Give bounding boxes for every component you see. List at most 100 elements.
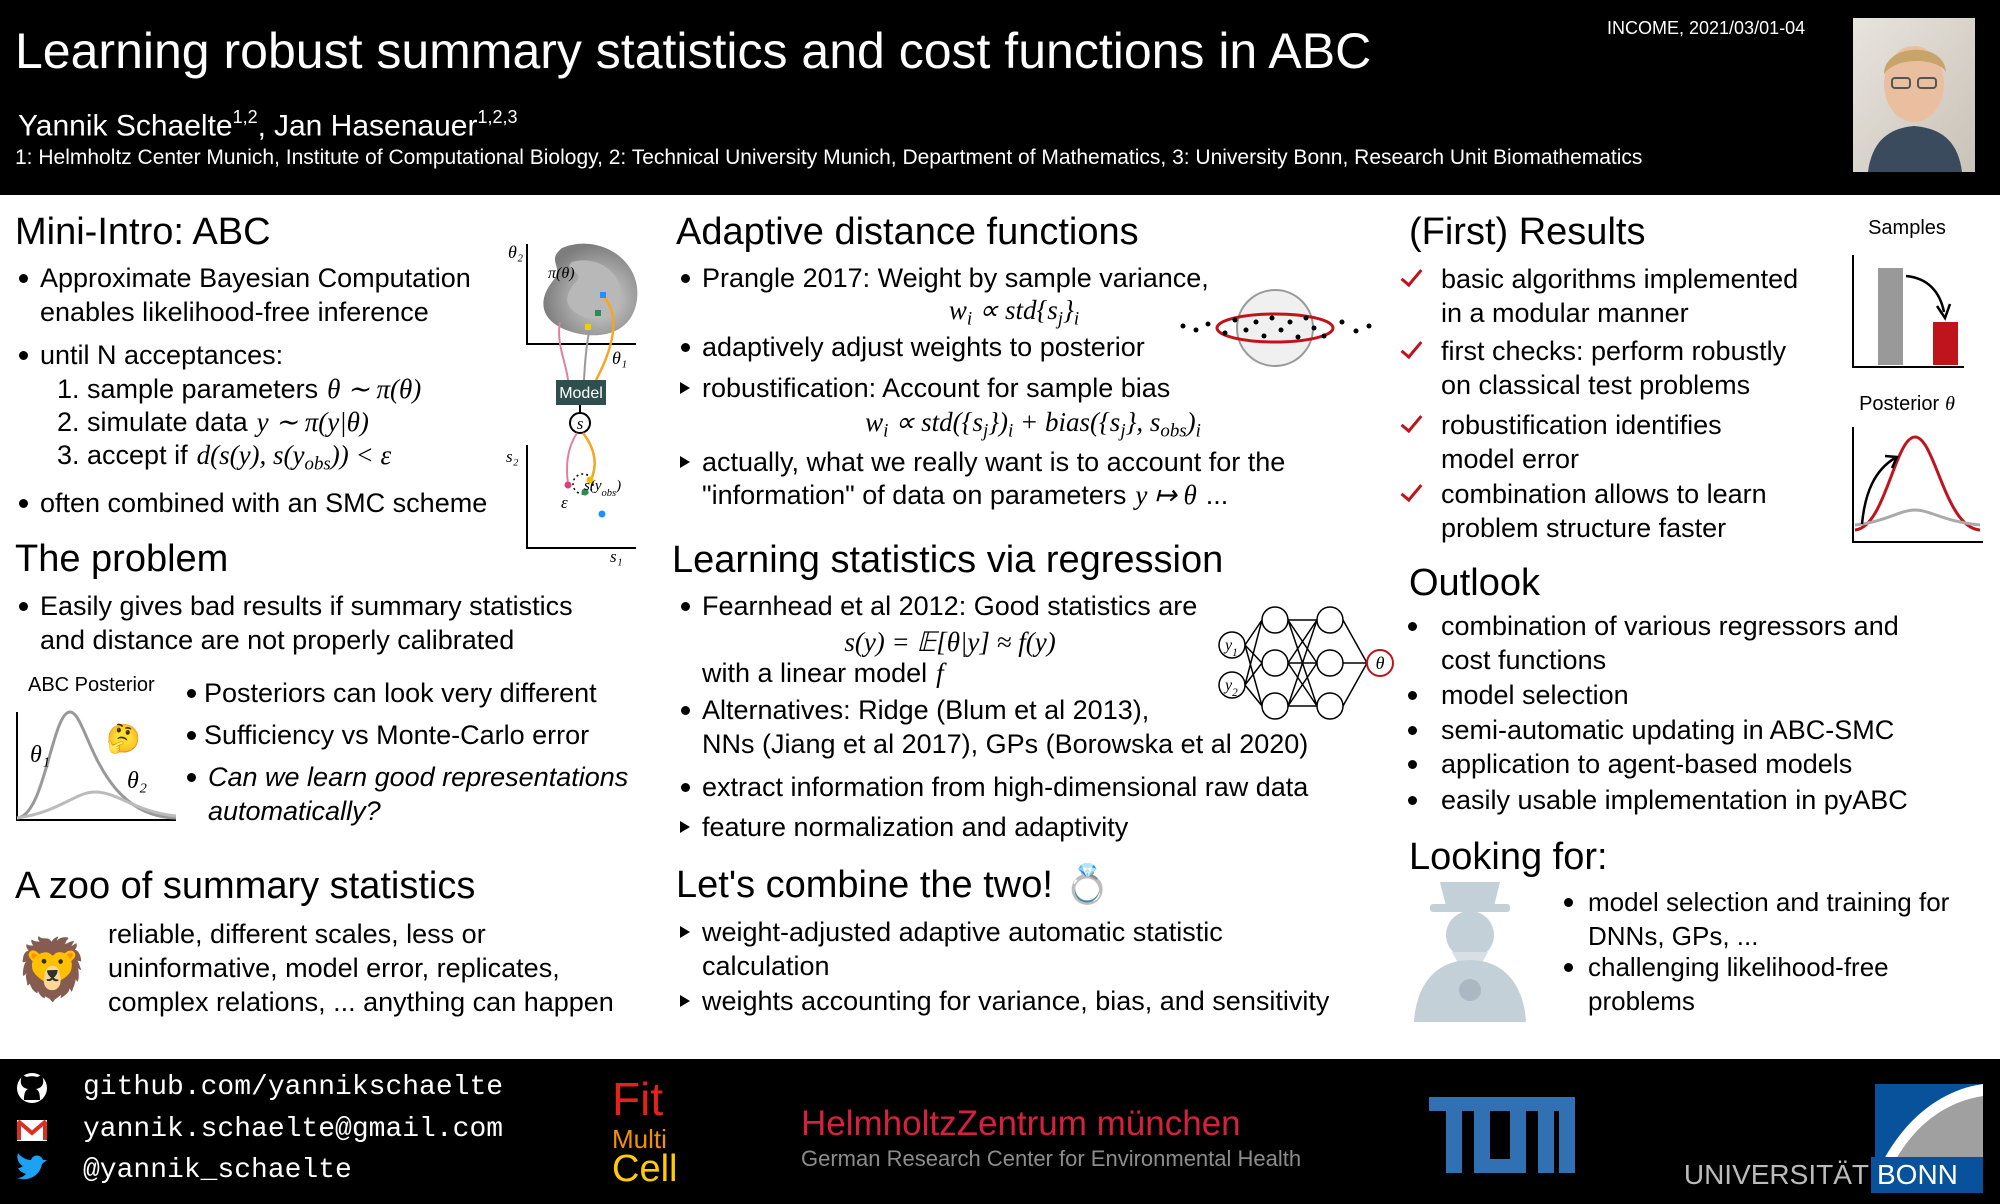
text: until N acceptances: bbox=[40, 340, 284, 370]
section-heading: A zoo of summary statistics bbox=[15, 865, 476, 907]
chart-label: Samples bbox=[1868, 217, 1946, 239]
formula: wi ∝ std{sj}i bbox=[949, 293, 1079, 337]
network-diagram: y1 y2 θ bbox=[1218, 606, 1394, 720]
formula-part: ) bbox=[1186, 407, 1196, 437]
text: Fearnhead et al 2012: Good statistics ar… bbox=[702, 591, 1198, 621]
event: INCOME, 2021/03/01-04 bbox=[1607, 18, 1806, 38]
curve-label: θ₂ bbox=[127, 768, 147, 794]
formula-part: }, s bbox=[1125, 407, 1161, 437]
bonn-logo-text: BONN bbox=[1877, 1159, 1958, 1190]
text-line: NNs (Jiang et al 2017), GPs (Borowska et… bbox=[702, 729, 1309, 759]
text-line: complex relations, ... anything can happ… bbox=[108, 987, 614, 1017]
formula-part: obs bbox=[304, 453, 331, 475]
text-line: and distance are not properly calibrated bbox=[40, 625, 515, 655]
chart-label: Posterior θ bbox=[1859, 392, 1955, 416]
scatter-illustration bbox=[1180, 289, 1372, 367]
formula-part: ∝ std{s bbox=[972, 295, 1058, 325]
text-line: first checks: perform robustly bbox=[1441, 336, 1787, 366]
text: often combined with an SMC scheme bbox=[40, 488, 488, 518]
bullet bbox=[187, 773, 196, 782]
arrow-bullet bbox=[680, 382, 690, 394]
helmholtz-subtitle: German Research Center for Environmental… bbox=[801, 1146, 1302, 1171]
symbol: θ bbox=[1945, 393, 1955, 415]
formula-part: s(y bbox=[584, 478, 602, 494]
email-link: yannik.schaelte@gmail.com bbox=[83, 1114, 504, 1145]
formula-part: ) bbox=[615, 478, 621, 494]
helmholtz-logo: HelmholtzZentrum münchen bbox=[801, 1104, 1241, 1143]
text: 1. sample parameters bbox=[57, 374, 319, 404]
logo-text: Cell bbox=[612, 1148, 678, 1190]
text-line: combination allows to learn bbox=[1441, 479, 1767, 509]
text: extract information from high-dimensiona… bbox=[702, 772, 1309, 802]
logo-text: Fit bbox=[612, 1073, 664, 1125]
text-line: weight-adjusted adaptive automatic stati… bbox=[702, 917, 1223, 947]
text-line: on classical test problems bbox=[1441, 370, 1751, 400]
text-line: calculation bbox=[702, 951, 830, 981]
text: Prangle 2017: Weight by sample variance, bbox=[702, 263, 1209, 293]
section-heading: (First) Results bbox=[1409, 211, 1646, 253]
arrow-bullet bbox=[680, 821, 690, 833]
email-icon bbox=[16, 1119, 48, 1141]
posterior-result-sketch bbox=[1852, 427, 1983, 543]
twitter-link: @yannik_schaelte bbox=[83, 1155, 352, 1186]
curve-label: θ₁ bbox=[30, 742, 50, 768]
axis-label: s₁ bbox=[610, 547, 623, 566]
formula-part: y bbox=[1223, 637, 1233, 654]
samples-sketch bbox=[1852, 255, 1964, 368]
formula-part: f bbox=[936, 658, 944, 688]
abc-diagram: θ₂ π(θ) θ₁ Model s s₂ s(yobs) ε s₁ bbox=[506, 242, 638, 566]
formula-part: obs bbox=[602, 488, 617, 499]
bonn-logo-text: UNIVERSITÄT bbox=[1683, 1159, 1869, 1190]
formula-part: θ ∼ π(θ) bbox=[327, 374, 422, 404]
formula-part: } bbox=[1063, 295, 1074, 325]
tum-logo bbox=[1429, 1097, 1575, 1173]
bullet bbox=[1408, 760, 1417, 769]
axis-label: s₂ bbox=[506, 447, 519, 466]
stat-label: s bbox=[577, 414, 584, 433]
bullet bbox=[681, 706, 690, 715]
formula-part: w bbox=[865, 407, 884, 437]
text-line: DNNs, GPs, ... bbox=[1588, 921, 1759, 951]
formula-part: w bbox=[948, 295, 967, 325]
text-line: enables likelihood-free inference bbox=[40, 297, 429, 327]
epsilon-label: ε bbox=[561, 493, 568, 512]
text: robustification: Account for sample bias bbox=[702, 373, 1171, 403]
bullet bbox=[19, 499, 28, 508]
arrow-bullet bbox=[680, 995, 690, 1007]
bullet bbox=[187, 689, 196, 698]
text-line: challenging likelihood-free bbox=[1588, 952, 1889, 982]
text-line: uninformative, model error, replicates, bbox=[108, 953, 560, 983]
bullet bbox=[19, 351, 28, 360]
author-name: Yannik Schaelte bbox=[18, 109, 233, 143]
formula-part: 1 bbox=[1232, 647, 1238, 659]
author-affiliation: 1,2 bbox=[232, 107, 258, 127]
formula-part: s(y) = 𝔼[θ|y] ≈ f(y) bbox=[844, 627, 1056, 657]
formula-part: y ∼ π(y|θ) bbox=[256, 407, 369, 437]
text-line: problems bbox=[1588, 986, 1695, 1016]
bullet bbox=[19, 274, 28, 283]
formula: s(y) = 𝔼[θ|y] ≈ f(y) bbox=[844, 625, 1055, 659]
text-line: application to agent-based models bbox=[1441, 749, 1853, 779]
section-heading: Looking for: bbox=[1409, 836, 1608, 878]
section-heading: Outlook bbox=[1409, 562, 1540, 604]
text-line: Easily gives bad results if summary stat… bbox=[40, 591, 573, 621]
affiliations: 1: Helmholtz Center Munich, Institute of… bbox=[15, 146, 1643, 169]
text: actually, what we really want is to acco… bbox=[702, 447, 1286, 477]
separator: , bbox=[257, 109, 266, 143]
bullet bbox=[1408, 691, 1417, 700]
bullet bbox=[1408, 622, 1417, 631]
twitter-icon bbox=[17, 1153, 47, 1180]
header-band bbox=[0, 0, 2000, 195]
text-line: with a linear model f bbox=[702, 656, 944, 690]
plot-label: ABC Posterior bbox=[28, 674, 155, 696]
text-line: model error bbox=[1441, 444, 1580, 474]
formula-part: d(s(y), s(y bbox=[196, 440, 305, 470]
text-line: "information" of data on parameters y ↦ θ… bbox=[702, 478, 1228, 512]
node-label: y2 bbox=[1223, 677, 1238, 699]
formula-part: i bbox=[966, 308, 973, 330]
formula-part: j bbox=[1057, 308, 1064, 330]
bullet bbox=[1564, 963, 1573, 972]
text-line: semi-automatic updating in ABC-SMC bbox=[1441, 715, 1895, 745]
formula-part: i bbox=[1195, 420, 1201, 442]
formula-part: y bbox=[1223, 677, 1233, 694]
